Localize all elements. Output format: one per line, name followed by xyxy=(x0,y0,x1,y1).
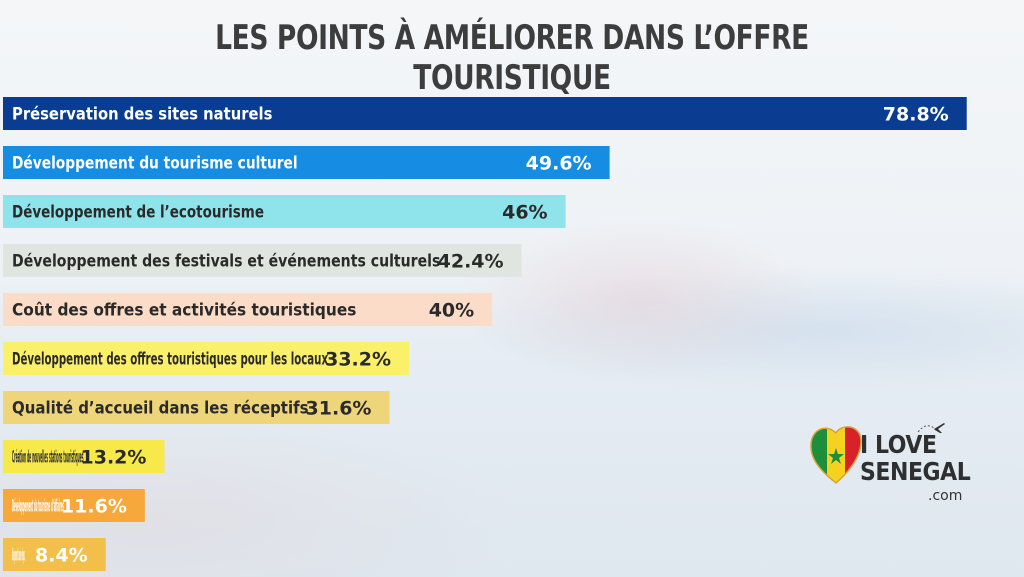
bar-group: Développement du tourisme religeux 8.4% xyxy=(3,538,106,571)
bar-value-label: 13.2% xyxy=(81,447,147,469)
bar-group: Développement des offres touristiques po… xyxy=(3,342,410,375)
chart-title: LES POINTS À AMÉLIORER DANS L’OFFRE TOUR… xyxy=(215,18,809,98)
bar-category-label: Développement du tourisme d’affaires xyxy=(12,497,64,517)
bar-category-label: Préservation des sites naturels xyxy=(12,105,272,125)
logo-text-line1: I LOVE xyxy=(860,430,937,459)
bar-value-label: 46% xyxy=(502,202,547,224)
bar-category-label: Développement du tourisme religeux xyxy=(12,546,25,566)
bar-value-label: 31.6% xyxy=(306,398,372,420)
bar-category-label: Développement de l’ecotourisme xyxy=(12,203,264,223)
bar xyxy=(3,440,165,473)
bar-value-label: 33.2% xyxy=(325,349,391,371)
bar-group: Coût des offres et activités touristique… xyxy=(3,293,493,326)
bar xyxy=(3,97,967,130)
bar xyxy=(3,195,566,228)
bar xyxy=(3,538,106,571)
bar xyxy=(3,489,145,522)
bar-category-label: Qualité d’accueil dans les réceptifs xyxy=(12,399,308,419)
bar xyxy=(3,293,493,326)
bar-group: Création de nouvelles stations touristiq… xyxy=(3,440,165,473)
bar-group: Préservation des sites naturels 78.8% xyxy=(3,97,967,130)
i-love-senegal-logo: I LOVE SENEGAL .com xyxy=(808,422,971,512)
bar-category-label: Développement des offres touristiques po… xyxy=(12,350,328,370)
bar-value-label: 78.8% xyxy=(883,104,949,126)
heart-senegal-flag-icon xyxy=(810,426,862,484)
bar-group: Développement des festivals et événement… xyxy=(3,244,522,277)
bar-category-label: Coût des offres et activités touristique… xyxy=(12,301,356,321)
bar-group: Développement de l’ecotourisme 46% xyxy=(3,195,566,228)
bar-group: Développement du tourisme d’affaires11.6… xyxy=(3,489,145,522)
bar xyxy=(3,146,610,179)
bar-value-label: 49.6% xyxy=(526,153,592,175)
bar-category-label: Création de nouvelles stations touristiq… xyxy=(12,448,83,468)
logo-text-line2: SENEGAL xyxy=(860,457,971,486)
bar-group: Développement du tourisme culturel 49.6% xyxy=(3,146,610,179)
bar-value-label: 40% xyxy=(429,300,474,322)
bar xyxy=(3,342,410,375)
bar-value-label: 8.4% xyxy=(35,545,88,567)
bar-value-label: 42.4% xyxy=(438,251,504,273)
bar-category-label: Développement des festivals et événement… xyxy=(12,252,440,272)
bar-value-label: 11.6% xyxy=(61,496,127,518)
bar-group: Qualité d’accueil dans les réceptifs31.6… xyxy=(3,391,390,424)
bar xyxy=(3,244,522,277)
bar-category-label: Développement du tourisme culturel xyxy=(12,154,298,174)
bar xyxy=(3,391,390,424)
airplane-icon xyxy=(917,423,945,433)
logo-suffix: .com xyxy=(928,488,963,504)
